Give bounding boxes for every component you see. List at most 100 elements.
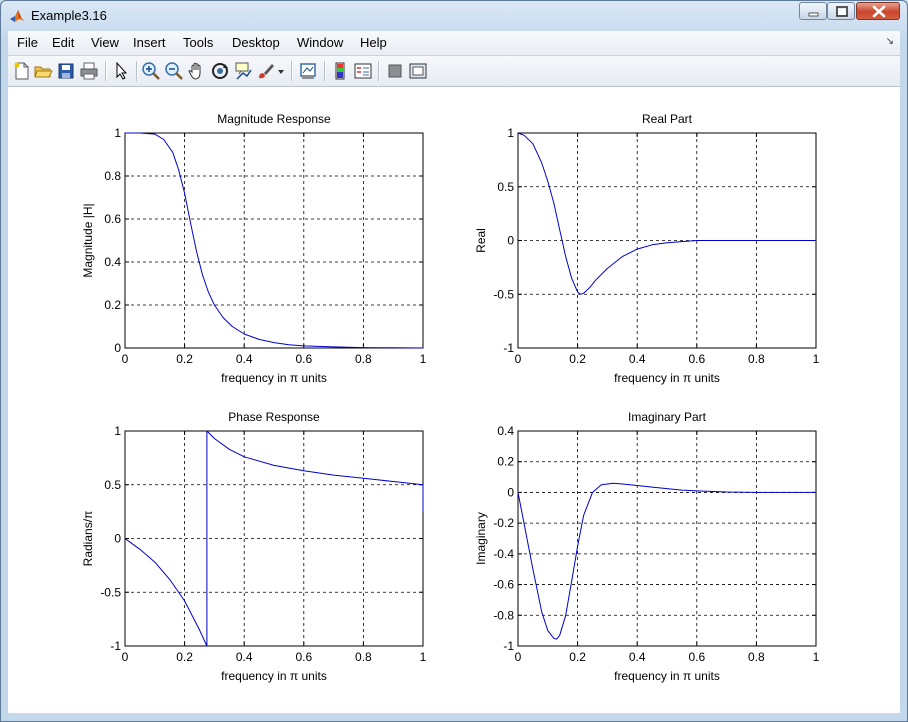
zoom-in-icon[interactable]	[141, 61, 161, 81]
x-tick-label: 1	[813, 352, 820, 366]
axes-background	[125, 133, 423, 348]
x-tick-label: 0.4	[236, 650, 253, 664]
link-plot-icon[interactable]	[298, 61, 318, 81]
y-tick-label: 0.5	[104, 478, 121, 492]
x-tick-label: 0	[122, 650, 129, 664]
y-tick-label: 1	[114, 424, 121, 438]
y-tick-label: -1	[503, 639, 514, 653]
x-tick-label: 0	[122, 352, 129, 366]
x-axis-label: frequency in π units	[614, 669, 720, 683]
y-tick-label: -0.2	[493, 516, 514, 530]
x-axis-label: frequency in π units	[614, 371, 720, 385]
menu-help[interactable]: Help	[360, 35, 387, 50]
menu-window[interactable]: Window	[297, 35, 344, 50]
zoom-out-icon[interactable]	[164, 61, 184, 81]
axes-background	[518, 431, 816, 646]
x-tick-label: 0.2	[176, 650, 193, 664]
close-icon	[872, 5, 886, 18]
show-plot-tools-icon[interactable]	[408, 61, 428, 81]
axes-phase[interactable]: 0 0.2 0.4 0.6 0.8 1 -1 -0.5 0 0.5 1 Phase Response f…	[81, 410, 427, 683]
pan-hand-icon[interactable]	[187, 61, 207, 81]
plot-title: Real Part	[642, 112, 693, 126]
series-line-magnitude	[125, 132, 424, 349]
x-tick-label: 0.4	[629, 650, 646, 664]
y-tick-label: -0.4	[493, 547, 514, 561]
axes-imaginary[interactable]: 0 0.2 0.4 0.6 0.8 1 -1 -0.8 -0.6 -0.4 -0.2 0 0.2 0.4 I…	[474, 410, 820, 683]
series-line-phase	[124, 430, 424, 647]
axes-magnitude[interactable]: 0 0.2 0.4 0.6 0.8 1 0 0.2 0.4 0.6 0.8 1 Magnitude Re…	[81, 112, 427, 385]
menu-bar: File Edit View Insert Tools Desktop Wind…	[8, 31, 900, 56]
menu-view[interactable]: View	[91, 35, 119, 50]
series-line-real	[517, 132, 816, 295]
x-tick-label: 0.4	[236, 352, 253, 366]
print-icon[interactable]	[79, 61, 99, 81]
edit-plot-arrow-icon[interactable]	[111, 61, 131, 81]
brush-icon[interactable]	[256, 61, 276, 81]
new-figure-icon[interactable]	[12, 61, 32, 81]
series-line-imaginary	[517, 482, 816, 640]
maximize-button[interactable]	[827, 2, 855, 20]
axes-box	[517, 430, 817, 647]
plot-title: Phase Response	[228, 410, 320, 424]
x-tick-label: 0.2	[176, 352, 193, 366]
plot-area[interactable]: 0 0.2 0.4 0.6 0.8 1 0 0.2 0.4 0.6 0.8 1 Magnitude Re…	[8, 87, 900, 713]
y-tick-label: 0.2	[104, 298, 121, 312]
data-cursor-icon[interactable]	[233, 61, 253, 81]
toolbar-separator	[136, 61, 138, 81]
insert-colorbar-icon[interactable]	[330, 61, 350, 81]
maximize-icon	[836, 6, 848, 17]
axes-box	[124, 132, 424, 349]
x-tick-label: 1	[420, 650, 427, 664]
brush-dropdown-icon[interactable]	[276, 61, 286, 81]
toolbar-separator	[324, 61, 326, 81]
toolbar-separator	[291, 61, 293, 81]
x-tick-label: 0.8	[355, 352, 372, 366]
menu-edit[interactable]: Edit	[52, 35, 75, 50]
x-tick-label: 0.6	[295, 352, 312, 366]
x-tick-label: 1	[813, 650, 820, 664]
y-tick-label: 0.5	[497, 180, 514, 194]
y-tick-label: -1	[503, 341, 514, 355]
menu-insert[interactable]: Insert	[133, 35, 166, 50]
menu-tools[interactable]: Tools	[183, 35, 214, 50]
y-tick-label: 0.2	[497, 455, 514, 469]
y-tick-label: -0.8	[493, 608, 514, 622]
rotate-3d-icon[interactable]	[210, 61, 230, 81]
open-file-icon[interactable]	[33, 61, 53, 81]
figure-canvas[interactable]: 0 0.2 0.4 0.6 0.8 1 0 0.2 0.4 0.6 0.8 1 Magnitude Re…	[8, 87, 900, 713]
menu-dock-arrow-icon[interactable]: ↘	[885, 36, 894, 47]
x-tick-label: 0.2	[569, 650, 586, 664]
hide-plot-tools-icon[interactable]	[385, 61, 405, 81]
y-tick-label: -0.5	[493, 287, 514, 301]
menu-desktop[interactable]: Desktop	[232, 35, 280, 50]
y-tick-label: 0	[507, 485, 514, 499]
plot-title: Magnitude Response	[217, 112, 331, 126]
y-tick-label: -0.6	[493, 578, 514, 592]
y-tick-label: 0.8	[104, 169, 121, 183]
save-icon[interactable]	[56, 61, 76, 81]
y-tick-label: 0	[114, 341, 121, 355]
y-tick-label: 1	[507, 126, 514, 140]
menu-file[interactable]: File	[17, 35, 38, 50]
x-tick-label: 0	[515, 352, 522, 366]
y-axis-label: Magnitude |H|	[81, 203, 95, 277]
close-button[interactable]	[856, 2, 900, 20]
insert-legend-icon[interactable]	[353, 61, 373, 81]
y-tick-label: 0	[114, 532, 121, 546]
x-tick-label: 0	[515, 650, 522, 664]
matlab-logo-icon	[10, 10, 24, 22]
y-tick-label: 0.4	[104, 255, 121, 269]
axes-real[interactable]: 0 0.2 0.4 0.6 0.8 1 -1 -0.5 0 0.5 1 Real Part freque…	[474, 112, 820, 385]
x-tick-label: 0.8	[748, 352, 765, 366]
x-tick-label: 1	[420, 352, 427, 366]
y-axis-label: Imaginary	[474, 512, 488, 565]
minimize-button[interactable]	[799, 2, 827, 20]
x-tick-label: 0.6	[295, 650, 312, 664]
x-tick-label: 0.4	[629, 352, 646, 366]
y-tick-label: -1	[110, 639, 121, 653]
title-bar[interactable]: Example3.16	[1, 1, 907, 31]
figure-toolbar	[8, 56, 900, 87]
y-axis-label: Real	[474, 228, 488, 253]
plot-title: Imaginary Part	[628, 410, 707, 424]
